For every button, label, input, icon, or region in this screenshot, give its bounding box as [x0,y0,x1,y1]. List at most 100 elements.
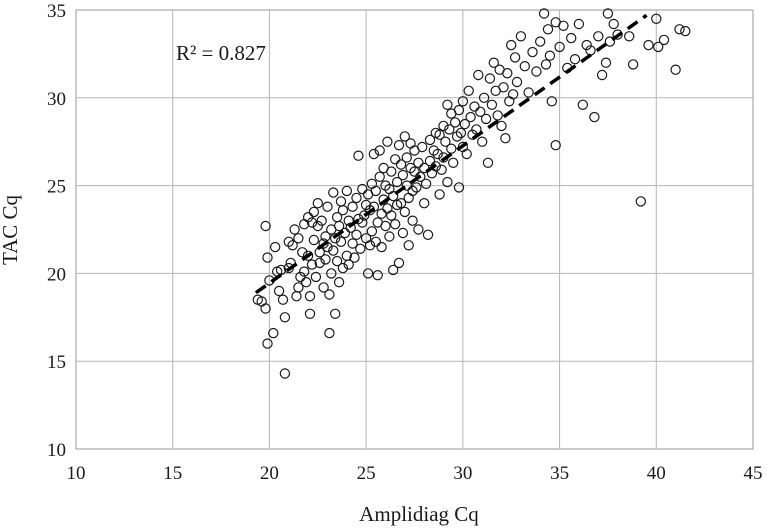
y-tick-label: 30 [47,89,66,110]
data-point [312,220,323,232]
data-point [270,241,281,253]
data-point [297,247,308,258]
data-point [318,282,329,293]
data-point [411,182,422,193]
data-point [486,99,498,111]
data-point [395,197,407,209]
data-point [457,96,469,107]
data-points [252,8,691,379]
data-point [550,139,561,151]
data-point [376,241,387,253]
data-point [670,64,681,75]
data-point [531,66,542,77]
data-point [351,192,362,204]
data-point [401,152,412,163]
y-axis-title: TAC Cq [0,194,22,265]
data-point [397,169,409,181]
data-point [473,69,484,81]
tick-labels: 10 15 20 25 30 35 40 45 10 15 20 25 30 35 [47,1,763,484]
data-point [390,154,401,165]
data-point [357,183,368,195]
y-tick-label: 15 [47,352,66,373]
data-point [349,252,360,263]
x-axis-title: Amplidiag Cq [359,502,479,526]
r-squared-annotation: R² = 0.827 [176,41,266,65]
data-point [558,20,569,31]
data-point [330,308,341,319]
data-point [314,257,325,269]
data-point [453,182,465,193]
data-point [279,312,291,323]
data-point [399,206,410,218]
data-point [372,270,383,281]
data-point [333,277,345,288]
data-point [403,192,414,204]
data-point [353,150,364,161]
data-point [393,257,405,269]
data-point [273,285,285,297]
data-point [523,87,534,98]
data-point [538,8,550,19]
data-point [299,266,310,277]
data-point [546,96,558,107]
data-point [507,89,519,100]
x-tick-label: 25 [357,463,376,484]
x-tick-label: 10 [67,463,86,484]
data-point [333,220,345,232]
data-point [434,129,445,140]
data-point [442,99,453,111]
data-point [488,57,499,68]
data-point [380,220,391,232]
data-point [380,180,391,191]
data-point [301,277,312,288]
data-point [604,36,616,47]
data-point [304,308,316,319]
data-point [260,220,271,232]
data-point [469,101,480,112]
data-point [674,24,685,35]
data-point [602,8,614,19]
data-point [289,224,300,235]
data-point [330,233,341,244]
data-point [279,368,291,379]
data-point [434,189,445,200]
data-point [370,236,381,247]
data-point [347,201,358,212]
data-point [368,201,380,212]
data-point [500,132,511,144]
data-point [627,59,639,70]
data-point [382,136,393,147]
data-point [308,206,320,218]
data-point [448,157,459,168]
data-point [262,252,273,263]
data-point [283,236,294,247]
x-tick-label: 30 [453,463,472,484]
data-point [324,289,335,300]
data-point [399,131,410,142]
y-tick-label: 35 [47,1,66,22]
data-point [449,117,461,128]
data-point [413,224,424,235]
data-point [475,106,486,118]
data-point [407,185,418,197]
data-point [341,185,352,197]
x-tick-label: 20 [260,463,279,484]
trendline-layer [254,13,648,295]
y-tick-label: 10 [47,440,66,461]
data-point [593,31,604,42]
data-point [459,118,470,130]
data-point [438,120,449,132]
data-point [424,134,436,146]
data-point [432,148,443,160]
data-point [306,259,318,270]
data-point [366,226,378,237]
data-point [260,303,271,314]
data-point [540,59,552,70]
data-point [527,46,538,58]
data-point [635,196,647,207]
data-point [428,145,439,156]
data-point [482,157,494,168]
data-point [351,229,362,240]
data-point [262,338,273,349]
data-point [405,138,416,149]
